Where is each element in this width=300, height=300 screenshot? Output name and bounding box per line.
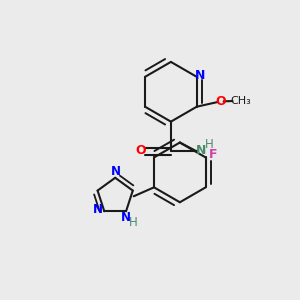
Text: F: F <box>209 148 218 161</box>
Text: H: H <box>129 216 138 229</box>
Text: N: N <box>196 143 206 157</box>
Text: N: N <box>111 165 121 178</box>
Text: H: H <box>205 138 214 152</box>
Text: N: N <box>195 69 206 82</box>
Text: O: O <box>135 144 146 158</box>
Text: N: N <box>121 211 130 224</box>
Text: N: N <box>93 203 103 216</box>
Text: O: O <box>215 95 226 108</box>
Text: CH₃: CH₃ <box>230 96 251 106</box>
